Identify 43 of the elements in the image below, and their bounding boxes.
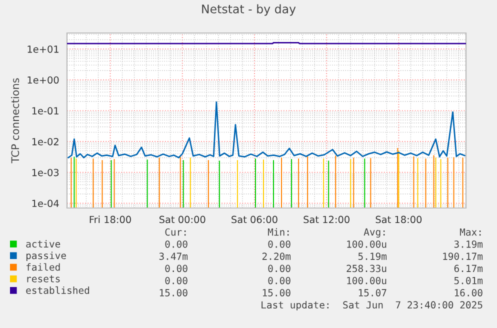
text: Last update: Sat Jun 7 23:40:00 2025 — [262, 301, 482, 310]
x-tick-label: Sat 12:00 — [304, 216, 350, 224]
text: 0.00 — [268, 276, 290, 284]
text: Min: — [268, 228, 289, 236]
y-tick-label: 1e+00 — [28, 76, 59, 84]
text: Avg: — [364, 228, 385, 238]
text: 0.00 — [268, 240, 290, 248]
legend-label: resets — [27, 275, 60, 282]
x-tick-label: Sat 00:00 — [159, 216, 206, 224]
text: 3.19m — [454, 240, 483, 248]
x-tick-label: Sat 06:00 — [232, 216, 278, 224]
y-tick-label: 1e-02 — [32, 138, 58, 146]
chart-title: Netstat - by day — [202, 4, 296, 16]
legend-label: passive — [26, 252, 66, 262]
text: 2.20m — [262, 252, 291, 260]
legend-label: established — [26, 286, 90, 294]
text: 0.00 — [165, 276, 188, 284]
y-tick-label: 1e-04 — [32, 200, 59, 208]
text: 3.47m — [159, 252, 188, 260]
text: 258.33u — [346, 264, 386, 272]
text: 190.17m — [443, 252, 483, 260]
text: Max: — [460, 228, 481, 236]
text: 15.00 — [262, 289, 290, 296]
legend-label: failed — [26, 263, 60, 271]
text: 100.00u — [347, 276, 386, 284]
text: 0.00 — [268, 264, 290, 272]
x-tick-label: Sat 18:00 — [376, 216, 422, 224]
text: 6.17m — [454, 264, 483, 272]
y-axis-title: TCP connections — [11, 78, 20, 164]
x-tick-label: Fri 18:00 — [90, 216, 131, 224]
text: 5.01m — [454, 276, 483, 284]
y-tick-label: 1e-03 — [32, 168, 59, 176]
text: 5.19m — [358, 252, 387, 260]
text: 0.00 — [165, 240, 188, 248]
y-tick-label: 1e+01 — [28, 45, 58, 53]
legend-label: active — [26, 240, 60, 248]
text: 0.00 — [165, 264, 188, 272]
text: Cur: — [165, 228, 186, 236]
text: 100.00u — [347, 240, 386, 248]
text: 15.00 — [160, 289, 188, 296]
text: 15.07 — [358, 289, 386, 296]
y-tick-label: 1e-01 — [32, 107, 58, 115]
text: 16.00 — [454, 289, 482, 296]
